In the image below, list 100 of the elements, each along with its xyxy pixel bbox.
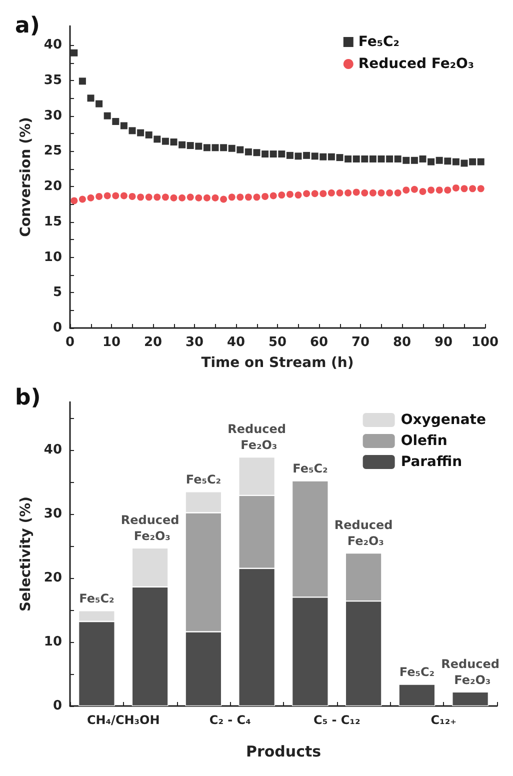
- point: [460, 160, 468, 167]
- x-tick-label: 20: [144, 335, 162, 350]
- x-axis-title: Products: [246, 742, 322, 760]
- point: [428, 158, 435, 166]
- point: [452, 158, 460, 166]
- point: [253, 149, 260, 156]
- point: [112, 118, 120, 125]
- legend-label: Paraffin: [400, 454, 462, 470]
- point: [228, 144, 236, 152]
- point: [428, 186, 435, 194]
- point: [477, 185, 484, 192]
- point: [294, 152, 302, 160]
- y-axis-title: Conversion (%): [18, 117, 34, 237]
- point: [203, 194, 210, 202]
- point: [270, 192, 277, 200]
- point: [162, 194, 169, 201]
- point: [220, 196, 228, 203]
- point: [78, 78, 86, 85]
- point: [170, 194, 178, 202]
- y-tick-label: 35: [44, 72, 62, 88]
- point: [378, 155, 385, 162]
- point: [137, 194, 144, 201]
- point: [344, 155, 352, 162]
- point: [452, 184, 460, 192]
- point: [137, 129, 144, 136]
- point: [336, 189, 344, 196]
- point: [286, 190, 294, 198]
- point: [178, 194, 186, 202]
- point: [402, 186, 410, 194]
- point: [87, 94, 94, 102]
- point: [311, 152, 318, 160]
- point: [154, 194, 161, 201]
- point: [104, 112, 111, 120]
- point: [361, 189, 368, 196]
- point: [203, 144, 210, 152]
- point: [228, 194, 236, 201]
- text: C₅ - C₁₂: [314, 713, 360, 727]
- point: [154, 136, 161, 143]
- point: [278, 150, 286, 158]
- point: [128, 192, 136, 200]
- point: [352, 155, 360, 162]
- x-tick-label: 70: [351, 335, 370, 350]
- point: [262, 150, 269, 158]
- point: [477, 158, 484, 166]
- y-tick-label: 25: [44, 144, 62, 159]
- point: [212, 144, 219, 152]
- legend-label: Fe₅C₂: [358, 34, 400, 50]
- point: [145, 131, 152, 138]
- point: [112, 192, 120, 200]
- point: [361, 155, 368, 162]
- point: [469, 185, 476, 192]
- point: [386, 155, 394, 162]
- y-tick-label: 5: [52, 285, 62, 300]
- x-tick-label: 80: [392, 335, 412, 350]
- point: [311, 190, 318, 198]
- y-tick-label: 30: [44, 108, 62, 124]
- point: [320, 153, 327, 160]
- point: [402, 156, 410, 164]
- point: [369, 155, 376, 162]
- point: [120, 122, 128, 130]
- point: [78, 196, 86, 203]
- point: [278, 192, 286, 199]
- y-tick-label: 15: [44, 214, 62, 230]
- x-tick-label: 40: [226, 335, 246, 350]
- point: [96, 192, 103, 200]
- y-tick-label: 30: [44, 506, 62, 522]
- point: [286, 152, 294, 159]
- legend-label: Oxygenate: [400, 412, 486, 428]
- point: [236, 194, 244, 201]
- point: [270, 150, 277, 158]
- x-tick-label: 30: [185, 335, 204, 350]
- point: [178, 141, 186, 148]
- point: [120, 192, 128, 200]
- x-tick-label: 60: [310, 335, 328, 350]
- point: [369, 189, 376, 196]
- x-tick-label: 10: [102, 335, 121, 350]
- point: [352, 188, 360, 196]
- point: [436, 156, 443, 164]
- point: [303, 190, 310, 198]
- x-tick-label: 90: [434, 335, 453, 350]
- point: [436, 186, 443, 194]
- point: [186, 142, 194, 150]
- point: [262, 192, 269, 200]
- point: [469, 158, 476, 166]
- point: [328, 189, 335, 196]
- chart-title: a): [15, 14, 40, 38]
- point: [96, 100, 103, 108]
- text: C₁₂₊: [430, 713, 456, 727]
- y-tick-label: 0: [52, 320, 62, 336]
- point: [344, 189, 352, 196]
- point: [394, 189, 402, 196]
- bar: [452, 692, 488, 706]
- point: [419, 188, 426, 195]
- point: [336, 154, 344, 162]
- point: [244, 148, 252, 156]
- point: [220, 144, 228, 152]
- point: [162, 138, 169, 145]
- y-tick-label: 0: [52, 698, 62, 714]
- point: [303, 152, 310, 159]
- y-axis-title: Selectivity (%): [18, 496, 34, 612]
